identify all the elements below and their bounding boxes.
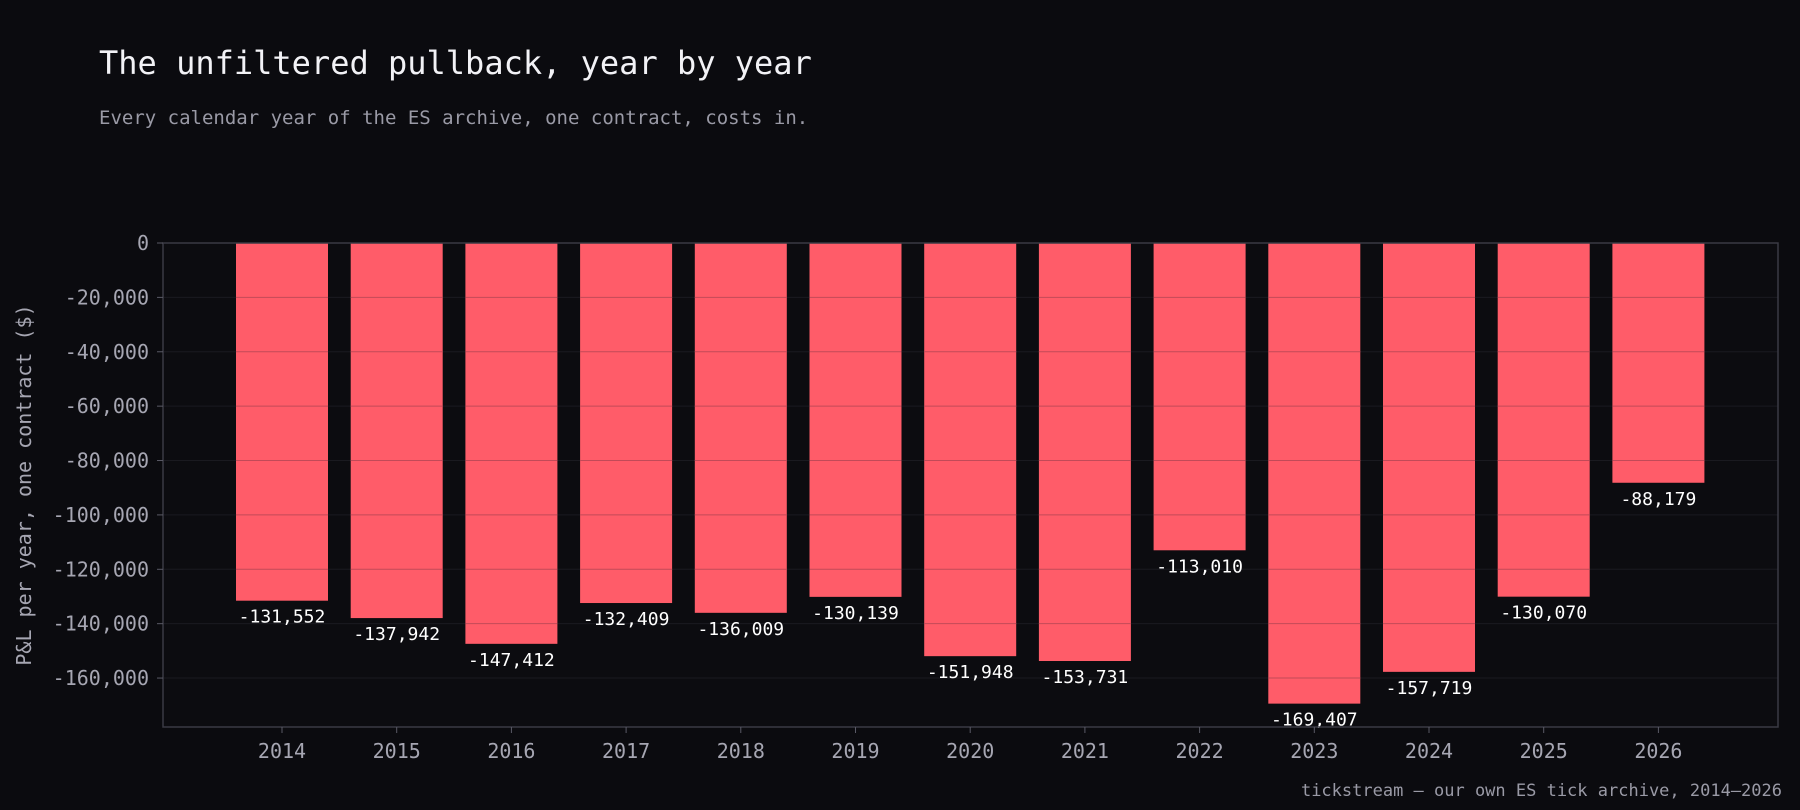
bar-2015 [350,243,443,619]
bar-value-label: -157,719 [1386,678,1473,699]
bar-2020 [924,243,1017,657]
chart-subtitle: Every calendar year of the ES archive, o… [99,107,809,129]
bar-value-label: -130,070 [1500,603,1587,624]
bar-value-label: -137,942 [353,624,440,645]
x-tick-label: 2023 [1290,739,1338,763]
bar-2026 [1612,243,1705,483]
y-tick-label: -120,000 [53,557,149,581]
y-tick-label: -40,000 [65,340,149,364]
bar-2018 [694,243,787,613]
x-tick-label: 2024 [1405,739,1453,763]
y-tick-label: 0 [137,231,149,255]
x-tick-label: 2017 [602,739,650,763]
bar-2019 [809,243,902,597]
y-tick-label: -60,000 [65,394,149,418]
x-axis-ticks: 2014 2015 2016 2017 2018 2019 2020 2021 2022 2023… [258,727,1682,763]
bar-2022 [1153,243,1246,551]
bar-2017 [580,243,673,604]
bar-value-label: -151,948 [927,662,1014,683]
x-tick-label: 2014 [258,739,306,763]
x-tick-label: 2021 [1061,739,1109,763]
bar-2014 [236,243,328,601]
bar-2024 [1383,243,1475,672]
bar-value-label: -147,412 [468,650,555,671]
x-tick-label: 2016 [487,739,535,763]
y-axis-label: P&L per year, one contract ($) [12,304,36,665]
bar-value-label: -132,409 [583,609,670,630]
bar-2021 [1038,243,1131,662]
bar-value-label: -136,009 [697,619,784,640]
x-tick-label: 2019 [831,739,879,763]
bars: -131,552 -137,942 -147,412 -132,409 -136,009… [236,243,1705,731]
bar-2025 [1497,243,1590,597]
bar-2016 [465,243,558,644]
bar-value-label: -153,731 [1042,667,1129,688]
bar-value-label: -88,179 [1620,489,1696,510]
y-axis-ticks: 0 -20,000 -40,000 -60,000 -80,000 -100,000 -12… [53,231,163,690]
source-note: tickstream — our own ES tick archive, 20… [1300,781,1782,801]
x-tick-label: 2022 [1176,739,1224,763]
x-tick-label: 2026 [1634,739,1682,763]
y-tick-label: -160,000 [53,666,149,690]
chart-title: The unfiltered pullback, year by year [99,44,812,82]
x-tick-label: 2025 [1520,739,1568,763]
y-tick-label: -20,000 [65,285,149,309]
x-tick-label: 2015 [373,739,421,763]
bar-2023 [1268,243,1361,704]
y-tick-label: -80,000 [65,449,149,473]
x-tick-label: 2020 [946,739,994,763]
bar-value-label: -131,552 [239,607,326,628]
x-tick-label: 2018 [717,739,765,763]
y-tick-label: -100,000 [53,503,149,527]
bar-value-label: -113,010 [1156,556,1243,577]
bar-value-label: -169,407 [1271,710,1358,731]
y-tick-label: -140,000 [53,612,149,636]
bar-value-label: -130,139 [812,603,899,624]
